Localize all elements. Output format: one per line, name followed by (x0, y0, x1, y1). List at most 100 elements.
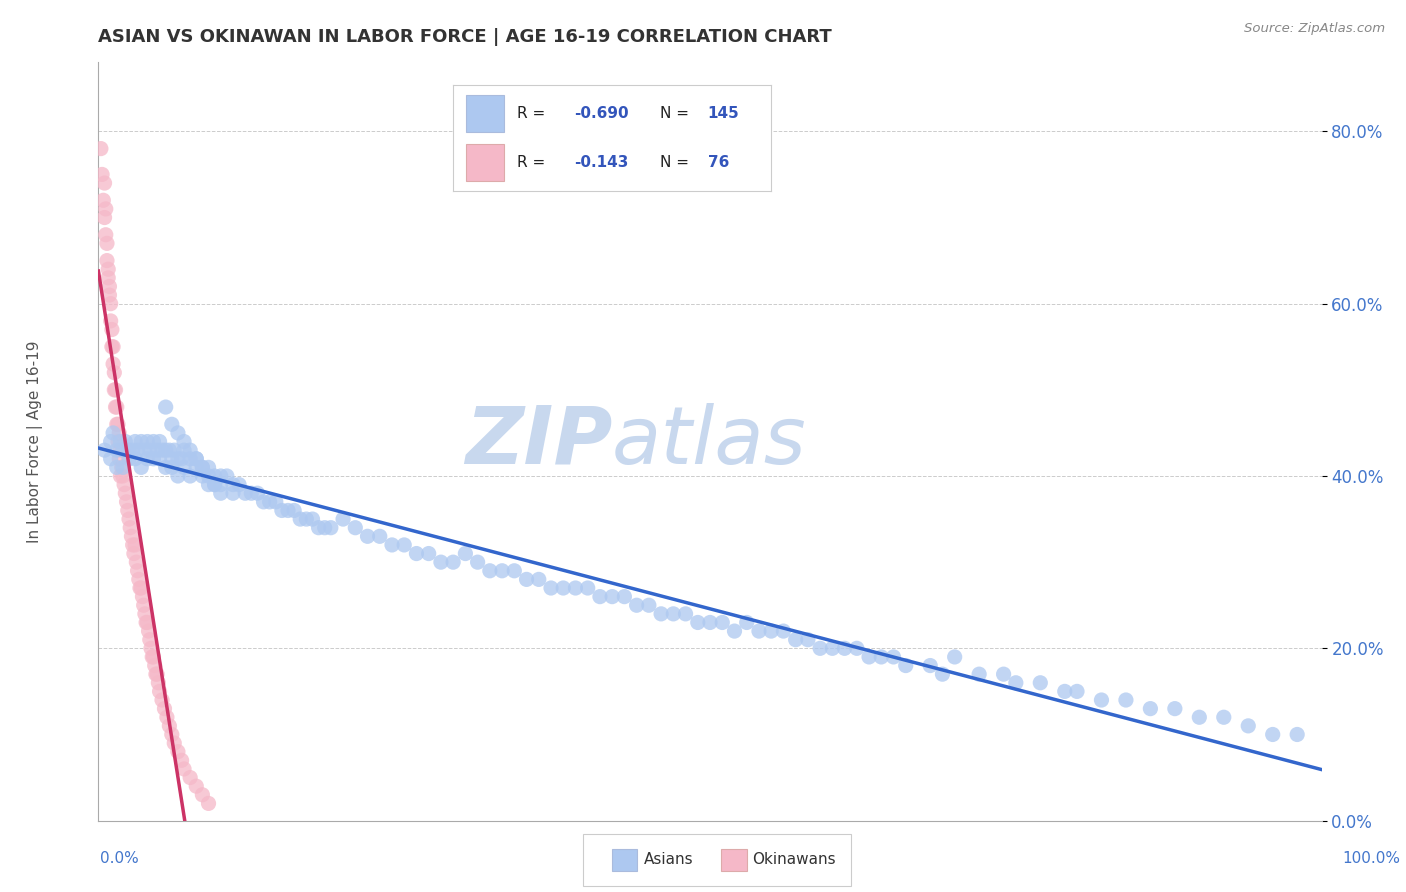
Point (134, 443, 156, 458)
Point (233, 486, 256, 500)
Point (142, 451, 165, 466)
Point (91, 194, 114, 208)
Point (173, 434, 195, 449)
Point (1237, 719, 1260, 733)
Point (834, 641, 856, 656)
Point (100, 434, 122, 449)
Point (491, 564, 513, 578)
Point (277, 503, 299, 517)
Point (118, 512, 141, 526)
Point (120, 529, 142, 543)
Point (197, 477, 219, 491)
Point (153, 701, 176, 715)
Point (735, 615, 758, 630)
Point (503, 564, 526, 578)
Point (129, 460, 152, 475)
Point (332, 512, 354, 526)
Point (93, 176, 115, 190)
Point (139, 632, 162, 647)
Point (105, 417, 128, 432)
Point (139, 641, 162, 656)
Point (283, 503, 305, 517)
Point (167, 469, 190, 483)
Point (146, 667, 169, 681)
Point (108, 425, 131, 440)
Point (761, 624, 783, 639)
Point (711, 615, 734, 630)
Text: Source: ZipAtlas.com: Source: ZipAtlas.com (1244, 22, 1385, 36)
Point (129, 434, 152, 449)
Point (94, 227, 117, 242)
Point (564, 581, 586, 595)
Text: atlas: atlas (612, 402, 807, 481)
Point (540, 581, 562, 595)
Point (1029, 675, 1052, 690)
Point (127, 564, 149, 578)
Point (124, 538, 146, 552)
Point (157, 443, 180, 458)
Point (107, 417, 129, 432)
Text: ZIP: ZIP (465, 402, 612, 481)
Point (662, 607, 685, 621)
Point (173, 460, 195, 475)
Point (515, 573, 537, 587)
Point (993, 667, 1015, 681)
Point (104, 400, 127, 414)
Point (209, 469, 232, 483)
Point (600, 590, 623, 604)
Point (301, 512, 323, 526)
Point (381, 538, 404, 552)
Point (129, 581, 152, 595)
Point (163, 443, 186, 458)
Point (160, 451, 183, 466)
Point (1115, 693, 1137, 707)
Point (430, 555, 453, 569)
Point (111, 469, 134, 483)
Point (96, 236, 118, 251)
Point (870, 649, 893, 664)
Point (589, 590, 612, 604)
Point (163, 736, 186, 750)
Point (405, 547, 427, 561)
Point (1053, 684, 1076, 698)
Point (141, 649, 163, 664)
Point (145, 667, 167, 681)
Point (699, 615, 721, 630)
Point (204, 477, 226, 491)
Point (1188, 710, 1211, 724)
Point (222, 486, 245, 500)
Point (146, 443, 169, 458)
Point (1212, 710, 1234, 724)
Text: 0.0%: 0.0% (100, 851, 139, 865)
Point (931, 667, 953, 681)
Point (98, 279, 121, 293)
Point (197, 469, 219, 483)
Point (160, 727, 183, 741)
Point (127, 443, 149, 458)
Point (149, 434, 172, 449)
Point (114, 486, 136, 500)
Point (368, 529, 391, 543)
Point (149, 684, 172, 698)
Point (111, 460, 134, 475)
Point (454, 547, 477, 561)
Point (1261, 727, 1284, 741)
Point (150, 443, 173, 458)
Point (894, 658, 917, 673)
Point (121, 538, 143, 552)
Point (103, 366, 125, 380)
Point (845, 641, 868, 656)
Point (132, 599, 155, 613)
Point (139, 443, 162, 458)
Text: Okinawans: Okinawans (752, 853, 835, 867)
Point (1286, 727, 1309, 741)
Point (110, 434, 132, 449)
Point (295, 512, 318, 526)
Point (197, 797, 219, 811)
Point (97, 270, 120, 285)
Point (186, 460, 208, 475)
Point (143, 658, 166, 673)
Point (136, 615, 159, 630)
Point (344, 521, 367, 535)
Point (100, 451, 122, 466)
